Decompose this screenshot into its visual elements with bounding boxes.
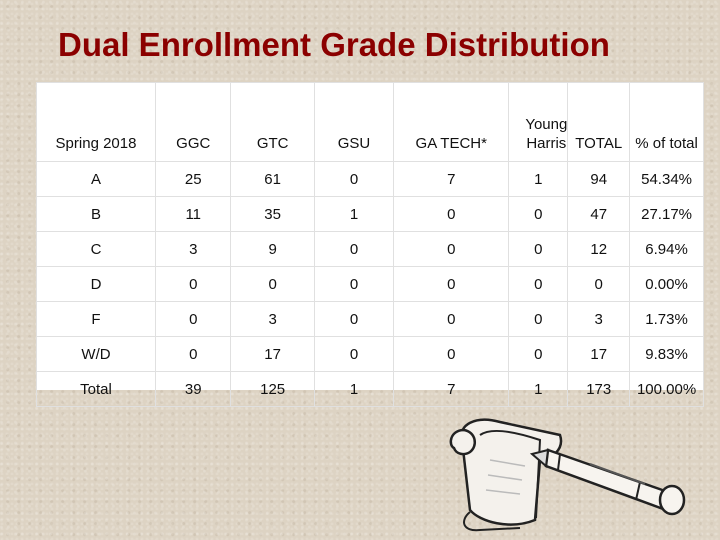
table-cell: 0.00%	[629, 266, 704, 302]
table-cell: 0	[393, 231, 510, 267]
table-cell: 0	[313, 266, 395, 302]
table-cell: 27.17%	[629, 196, 704, 232]
table-cell: 1	[313, 371, 395, 407]
column-header: % of total	[629, 82, 704, 162]
table-cell: 9	[230, 231, 315, 267]
column-header: Young Harris	[508, 82, 569, 162]
table-cell: 11	[155, 196, 232, 232]
table-cell: 9.83%	[629, 336, 704, 372]
table-cell: 47	[567, 196, 631, 232]
table-row: D 0 0 0 0 0 0 0.00%	[35, 266, 704, 302]
table-cell: 0	[508, 266, 569, 302]
table-row: W/D 0 17 0 0 0 17 9.83%	[35, 336, 704, 372]
table-cell: 94	[567, 161, 631, 197]
table-header-row: Spring 2018 GGC GTC GSU GA TECH* Young H…	[35, 82, 704, 162]
table-cell: 0	[393, 196, 510, 232]
table-cell: 173	[567, 371, 631, 407]
table-cell: 0	[313, 301, 395, 337]
column-header: TOTAL	[567, 82, 631, 162]
table-cell: 1	[313, 196, 395, 232]
table-cell: 0	[313, 336, 395, 372]
table-cell: 6.94%	[629, 231, 704, 267]
table-cell: 0	[508, 196, 569, 232]
table-cell: 3	[155, 231, 232, 267]
table-cell: 100.00%	[629, 371, 704, 407]
table-row: C 3 9 0 0 0 12 6.94%	[35, 231, 704, 267]
table-cell: 17	[230, 336, 315, 372]
row-label: D	[35, 266, 157, 302]
table-cell: 54.34%	[629, 161, 704, 197]
table-row: Total 39 125 1 7 1 173 100.00%	[35, 371, 704, 407]
table-cell: 0	[313, 231, 395, 267]
column-header: GA TECH*	[393, 82, 510, 162]
row-label: W/D	[35, 336, 157, 372]
row-label: B	[35, 196, 157, 232]
column-header: GTC	[230, 82, 315, 162]
table-cell: 0	[313, 161, 395, 197]
table-cell: 0	[155, 301, 232, 337]
row-label: A	[35, 161, 157, 197]
row-label: C	[35, 231, 157, 267]
table-cell: 1	[508, 371, 569, 407]
table-cell: 0	[393, 301, 510, 337]
table-cell: 7	[393, 371, 510, 407]
table-cell: 0	[230, 266, 315, 302]
table-cell: 17	[567, 336, 631, 372]
table-cell: 0	[155, 266, 232, 302]
column-header: GSU	[313, 82, 395, 162]
table-cell: 12	[567, 231, 631, 267]
table-cell: 35	[230, 196, 315, 232]
table-cell: 0	[393, 336, 510, 372]
table-cell: 3	[567, 301, 631, 337]
row-label: Total	[35, 371, 157, 407]
table-cell: 125	[230, 371, 315, 407]
table-row: A 25 61 0 7 1 94 54.34%	[35, 161, 704, 197]
page-title: Dual Enrollment Grade Distribution	[58, 26, 610, 63]
table-cell: 61	[230, 161, 315, 197]
table-row: F 0 3 0 0 0 3 1.73%	[35, 301, 704, 337]
grade-distribution-table: Spring 2018 GGC GTC GSU GA TECH* Young H…	[35, 82, 704, 407]
table-cell: 0	[508, 231, 569, 267]
table-row: B 11 35 1 0 0 47 27.17%	[35, 196, 704, 232]
column-header: GGC	[155, 82, 232, 162]
table-cell: 0	[393, 266, 510, 302]
table-cell: 3	[230, 301, 315, 337]
table-cell: 0	[508, 301, 569, 337]
table-cell: 7	[393, 161, 510, 197]
table-cell: 0	[508, 336, 569, 372]
table-cell: 25	[155, 161, 232, 197]
table-cell: 1.73%	[629, 301, 704, 337]
table-cell: 0	[155, 336, 232, 372]
scroll-and-pen-icon	[449, 418, 686, 532]
table-cell: 39	[155, 371, 232, 407]
column-header: Spring 2018	[35, 82, 157, 162]
table-cell: 0	[567, 266, 631, 302]
row-label: F	[35, 301, 157, 337]
table-cell: 1	[508, 161, 569, 197]
